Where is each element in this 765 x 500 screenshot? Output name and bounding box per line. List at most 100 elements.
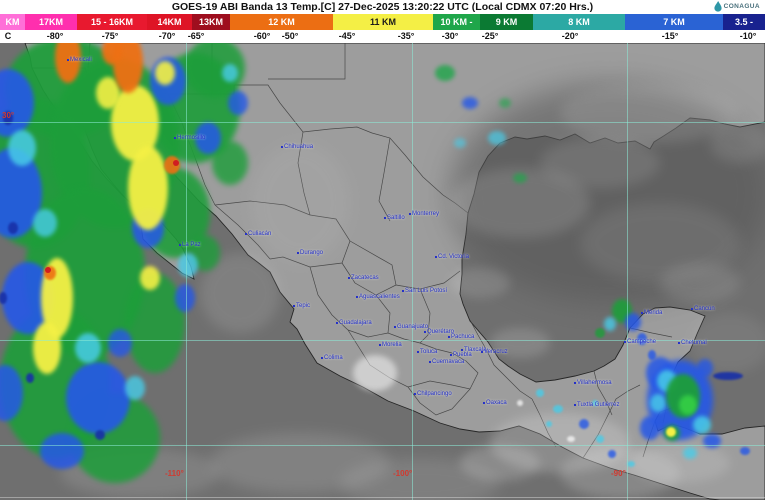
city-label: Aguascalientes [356,294,400,300]
storm-blob [125,273,185,373]
map-bottom-edge [0,497,765,498]
city-marker [336,322,338,324]
city-marker [409,213,411,215]
storm-blob [683,447,697,459]
coord-label: 30° [2,111,15,120]
city-name: Aguascalientes [359,294,400,300]
storm-blob [536,389,544,397]
storm-blob [596,435,604,443]
grid-line-vertical [627,43,628,500]
storm-blob [155,61,175,85]
scale-segment: 17KM [25,14,77,30]
temp-tick: -75° [101,31,119,41]
storm-blob [740,447,750,455]
city-label: Chilpancingo [414,391,452,397]
grid-line-horizontal [0,445,765,446]
city-marker [348,277,350,279]
city-name: Cd. Victoria [438,254,469,260]
city-label: Hermosillo [174,135,205,141]
cloud-blob [710,123,765,163]
city-marker [691,308,693,310]
grid-line-vertical [186,43,187,500]
storm-blob [454,138,466,148]
storm-blob [488,131,506,145]
city-marker [481,351,483,353]
grid-line-horizontal [0,340,765,341]
temp-tick: -15° [661,31,679,41]
city-label: Veracruz [481,349,508,355]
city-label: Culiacán [245,231,271,237]
city-marker [174,137,176,139]
scale-segment: 15 - 16KM [77,14,147,30]
city-label: San Luis Potosí [402,288,447,294]
city-name: Veracruz [484,349,508,355]
conagua-logo: CONAGUA [714,1,760,12]
scale-segment: 14KM [147,14,192,30]
scale-segment: 9 KM [480,14,533,30]
temp-tick: -30° [441,31,459,41]
city-marker [67,59,69,61]
city-marker [245,233,247,235]
storm-blob [108,329,132,357]
city-marker [321,357,323,359]
storm-blob [173,160,179,166]
city-name: Chihuahua [284,144,314,150]
city-name: Chilpancingo [417,391,452,397]
city-label: Tepic [293,303,310,309]
storm-blob [650,394,666,412]
storm-blob [640,416,660,440]
storm-blob [102,43,122,65]
storm-blob [66,362,130,434]
coord-label: -100° [393,469,413,478]
city-name: Monterrey [412,211,440,217]
coord-label: -110° [165,469,184,478]
city-label: Chetumal [678,340,707,346]
title-bar: GOES-19 ABI Banda 13 Temp.[C] 27-Dec-202… [0,0,765,14]
city-name: Tepic [296,303,311,309]
coord-label: -90° [611,469,626,478]
city-name: Guadalajara [339,320,372,326]
city-marker [624,341,626,343]
altitude-scale-bar: KM 17KM 15 - 16KM 14KM 13KM 12 KM 11 KM 10 KM -… [0,14,765,30]
city-label: Oaxaca [483,400,507,406]
city-name: San Luis Potosí [405,288,448,294]
storm-blob [592,400,598,406]
city-label: Pachuca [448,334,474,340]
storm-blob [33,322,61,374]
cloud-blob [660,263,740,303]
cloud-blob [540,138,660,188]
city-marker [281,146,283,148]
city-name: Guanajuato [397,324,429,330]
storm-blob [697,359,713,377]
city-marker [429,361,431,363]
city-name: Zacatecas [351,275,379,281]
storm-blob [3,111,13,125]
city-name: Morelia [382,342,402,348]
city-marker [678,342,680,344]
droplet-icon [714,1,722,12]
city-label: Cancún [691,306,715,312]
cloud-blob [490,328,550,358]
storm-blob [75,333,101,363]
storm-blob [703,434,721,448]
city-name: Tuxtla Gutiérrez [577,402,620,408]
cloud-blob [630,443,730,483]
city-label: Tlaxcala [461,347,486,353]
temperature-scale: C -80° -75° -70° -65° -60° -50° -45° -35° -30° -25… [0,30,765,43]
storm-blob [0,365,23,421]
storm-blob [435,65,455,81]
storm-blob [0,292,7,304]
storm-blob [8,222,18,234]
city-name: Toluca [420,349,438,355]
city-label: Mérida [641,310,662,316]
cloud-blob [560,448,680,498]
storm-blob [567,436,575,442]
temp-tick: C [4,31,12,41]
storm-blob [627,461,635,467]
city-marker [461,349,463,351]
cloud-blob [340,458,500,500]
temp-tick: -50° [281,31,299,41]
storm-blob [125,376,145,400]
city-label: Guadalajara [336,320,372,326]
city-marker [424,331,426,333]
